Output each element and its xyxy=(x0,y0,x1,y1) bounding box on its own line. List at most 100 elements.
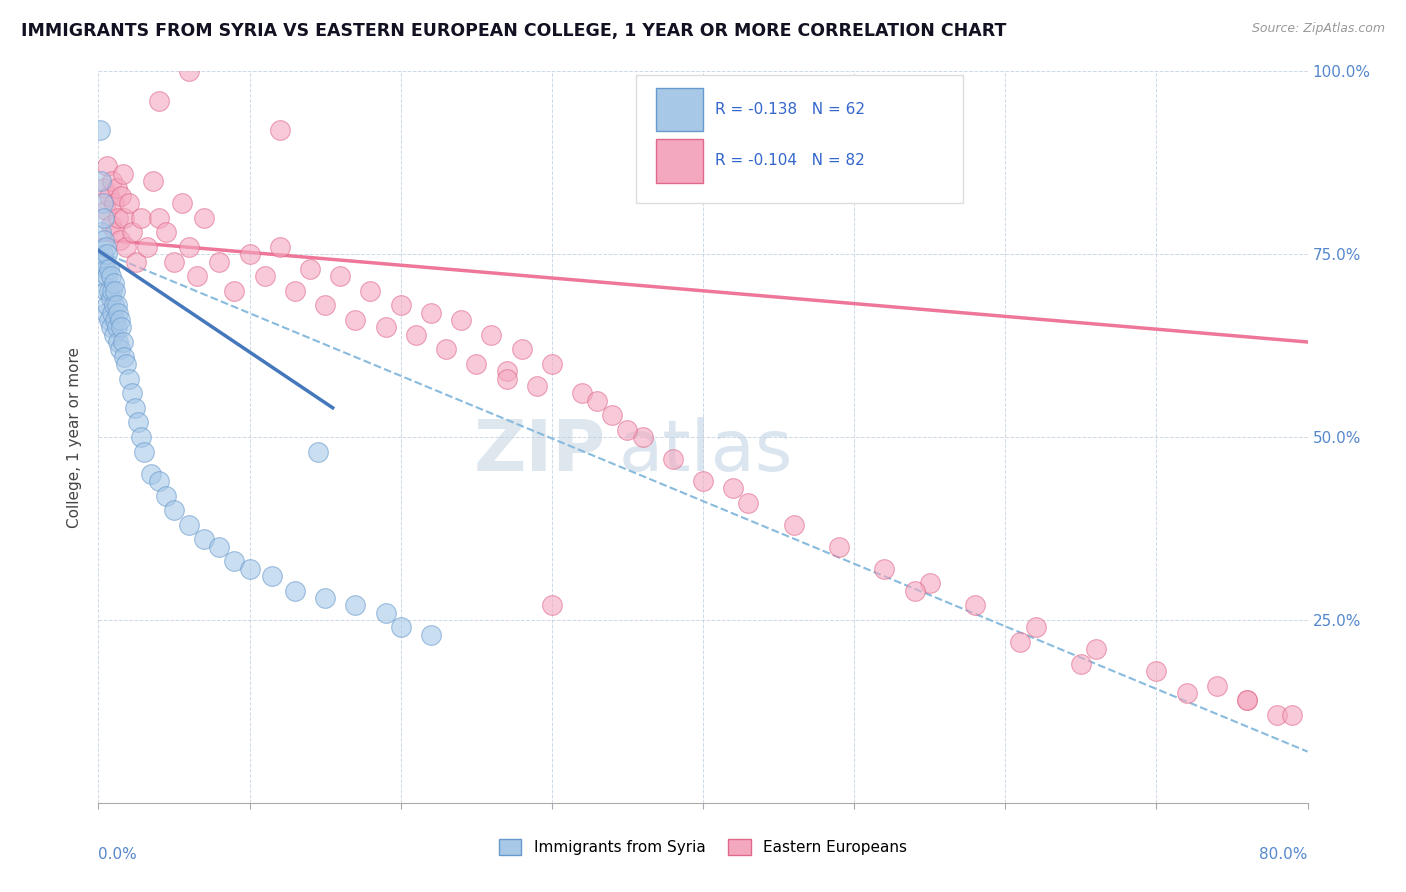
Point xyxy=(96,269,118,284)
Point xyxy=(179,517,201,532)
Text: ZIP: ZIP xyxy=(474,417,606,486)
Point xyxy=(193,211,215,225)
Point xyxy=(118,371,141,385)
FancyBboxPatch shape xyxy=(637,75,963,203)
Point xyxy=(94,203,117,218)
Point xyxy=(112,350,135,364)
Point xyxy=(98,284,121,298)
Point xyxy=(114,240,136,254)
Point xyxy=(93,233,115,247)
Point xyxy=(239,562,262,576)
FancyBboxPatch shape xyxy=(655,88,703,131)
Point xyxy=(127,416,149,430)
Point xyxy=(904,583,927,598)
Y-axis label: College, 1 year or more: College, 1 year or more xyxy=(67,347,83,527)
Point xyxy=(389,620,412,634)
Point xyxy=(129,211,152,225)
Point xyxy=(105,181,128,195)
Point xyxy=(253,269,276,284)
Point xyxy=(110,320,132,334)
Point xyxy=(103,298,125,312)
Point xyxy=(314,298,336,312)
Point xyxy=(105,298,128,312)
Point xyxy=(100,269,122,284)
Point xyxy=(90,174,112,188)
Point xyxy=(96,298,118,312)
Point xyxy=(374,320,396,334)
Point xyxy=(434,343,457,357)
Point xyxy=(103,196,125,211)
Point xyxy=(121,386,143,401)
Point xyxy=(104,313,127,327)
Point xyxy=(314,591,336,605)
Point xyxy=(965,599,987,613)
Point xyxy=(1085,642,1108,657)
Point xyxy=(93,181,115,195)
Point xyxy=(107,211,129,225)
Point xyxy=(540,357,562,371)
Point xyxy=(100,291,122,305)
Point xyxy=(104,225,127,239)
Point xyxy=(101,284,124,298)
Point xyxy=(96,247,118,261)
Point xyxy=(108,343,131,357)
Point xyxy=(661,452,683,467)
Point xyxy=(193,533,215,547)
Point xyxy=(96,160,118,174)
Point xyxy=(1175,686,1198,700)
Point xyxy=(107,306,129,320)
Text: 0.0%: 0.0% xyxy=(98,847,138,862)
Point xyxy=(179,64,201,78)
Point xyxy=(94,240,117,254)
Point xyxy=(148,211,170,225)
Point xyxy=(495,364,517,378)
Point xyxy=(94,261,117,276)
Point xyxy=(89,123,111,137)
Point xyxy=(114,357,136,371)
Point xyxy=(1144,664,1167,678)
Point xyxy=(98,261,121,276)
Point xyxy=(108,233,131,247)
Point xyxy=(450,313,472,327)
Point xyxy=(420,306,443,320)
Point xyxy=(100,218,122,232)
Point xyxy=(112,211,135,225)
Point xyxy=(155,225,177,239)
Point xyxy=(170,196,193,211)
Point xyxy=(132,444,155,458)
Point xyxy=(179,240,201,254)
Point xyxy=(103,327,125,342)
Point xyxy=(495,371,517,385)
Point xyxy=(91,247,114,261)
Point xyxy=(121,225,143,239)
Point xyxy=(692,474,714,488)
Point xyxy=(873,562,896,576)
Point xyxy=(110,188,132,202)
Point xyxy=(125,254,148,268)
Point xyxy=(135,240,157,254)
Point xyxy=(129,430,152,444)
Point xyxy=(269,240,291,254)
Point xyxy=(98,188,121,202)
Text: IMMIGRANTS FROM SYRIA VS EASTERN EUROPEAN COLLEGE, 1 YEAR OR MORE CORRELATION CH: IMMIGRANTS FROM SYRIA VS EASTERN EUROPEA… xyxy=(21,22,1007,40)
FancyBboxPatch shape xyxy=(655,139,703,183)
Point xyxy=(118,196,141,211)
Text: 80.0%: 80.0% xyxy=(1260,847,1308,862)
Point xyxy=(208,540,231,554)
Point xyxy=(737,496,759,510)
Point xyxy=(224,554,246,568)
Point xyxy=(98,313,121,327)
Point xyxy=(108,313,131,327)
Point xyxy=(94,284,117,298)
Point xyxy=(602,408,624,422)
Point xyxy=(571,386,593,401)
Point xyxy=(262,569,284,583)
Point xyxy=(111,167,134,181)
Point xyxy=(465,357,488,371)
Point xyxy=(1236,693,1258,707)
Point xyxy=(100,320,122,334)
Point xyxy=(105,320,128,334)
Point xyxy=(124,401,146,415)
Point xyxy=(90,225,112,239)
Point xyxy=(107,334,129,349)
